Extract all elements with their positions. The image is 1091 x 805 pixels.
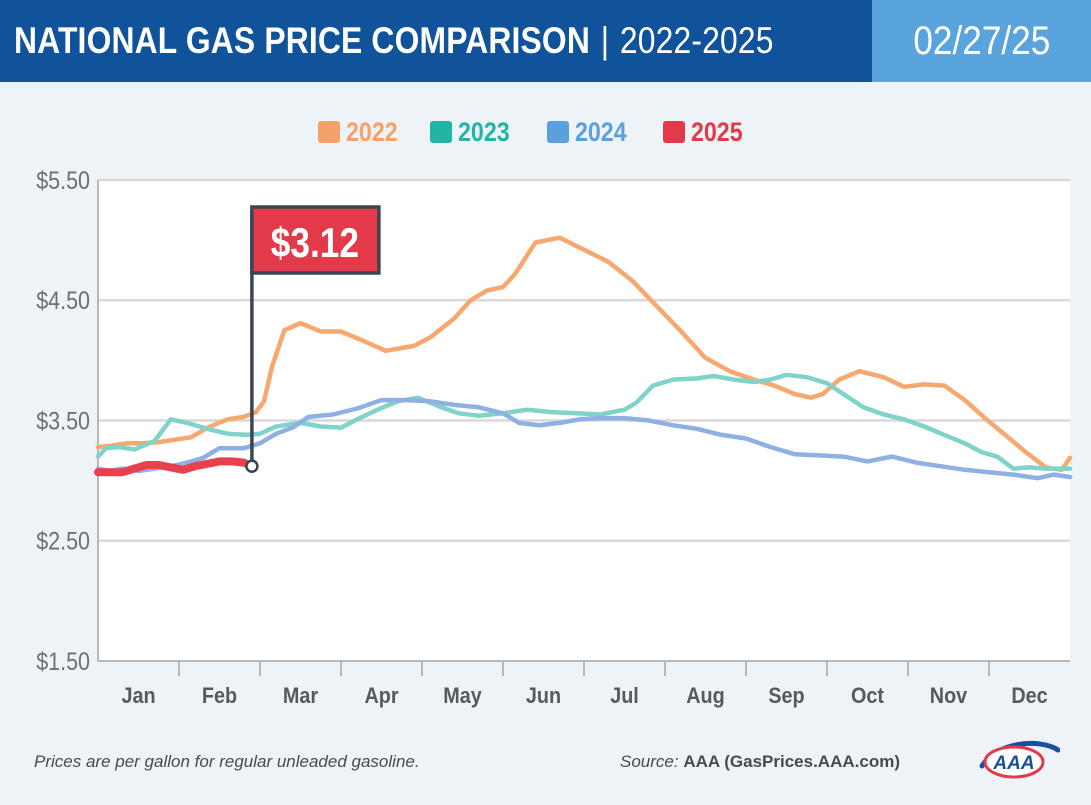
title-year-range: 2022-2025 (619, 20, 774, 61)
series-line-2024 (95, 397, 1073, 481)
legend-swatch-2023 (430, 121, 452, 143)
title-main: NATIONAL GAS PRICE COMPARISON (14, 20, 591, 61)
x-tick-label: Sep (768, 684, 804, 708)
x-tick-label: Mar (283, 684, 318, 708)
series-line-2022 (95, 235, 1073, 473)
y-tick-label: $5.50 (36, 166, 90, 194)
legend-label-2024: 2024 (575, 117, 627, 147)
title-separator: | (600, 20, 610, 61)
legend-label-2022: 2022 (346, 117, 398, 147)
title-bar: NATIONAL GAS PRICE COMPARISON | 2022-202… (0, 0, 872, 82)
source-value: AAA (GasPrices.AAA.com) (683, 752, 900, 771)
x-tick-label: Feb (202, 684, 237, 708)
legend-swatch-2022 (318, 121, 340, 143)
source-label: Source: (620, 752, 679, 771)
source-credit: Source: AAA (GasPrices.AAA.com) (620, 752, 900, 772)
page-title: NATIONAL GAS PRICE COMPARISON | 2022-202… (14, 20, 774, 62)
y-tick-label: $3.50 (36, 407, 90, 435)
date-box: 02/27/25 (872, 0, 1091, 82)
x-tick-label: Nov (930, 684, 968, 708)
series-line-2023 (95, 372, 1073, 471)
footnote: Prices are per gallon for regular unlead… (34, 752, 420, 771)
x-tick-label: Apr (364, 684, 398, 708)
y-tick-label: $2.50 (36, 527, 90, 555)
report-date: 02/27/25 (912, 18, 1051, 63)
aaa-logo-icon: AAA (979, 741, 1060, 779)
legend-swatch-2024 (547, 121, 569, 143)
legend-label-2023: 2023 (458, 117, 510, 147)
legend-label-2025: 2025 (691, 117, 743, 147)
x-tick-label: Aug (686, 684, 724, 708)
x-tick-label: Oct (851, 684, 884, 708)
x-tick-label: May (443, 684, 482, 708)
callout-price-label: $3.12 (271, 220, 359, 267)
logo-lettering: AAA (992, 753, 1034, 774)
x-tick-label: Dec (1011, 684, 1048, 708)
series-line-2025 (94, 457, 256, 477)
legend-swatch-2025 (663, 121, 685, 143)
x-tick-label: Jun (526, 684, 561, 708)
x-tick-label: Jan (121, 684, 155, 708)
y-tick-label: $1.50 (36, 647, 90, 675)
gas-price-chart: $5.50 $4.50 $3.50 $2.50 $1.50 Jan Feb Mar Apr May… (36, 117, 1073, 708)
y-tick-label: $4.50 (36, 287, 90, 315)
header: NATIONAL GAS PRICE COMPARISON | 2022-202… (0, 0, 1091, 82)
callout-box (250, 205, 381, 275)
x-tick-label: Jul (610, 684, 639, 708)
callout-marker (245, 459, 259, 473)
